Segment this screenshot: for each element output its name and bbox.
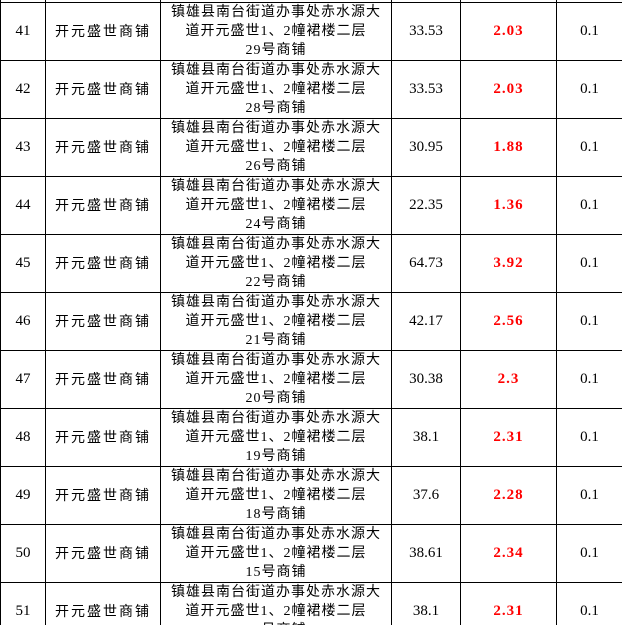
- table-row: 42 开元盛世商铺 镇雄县南台街道办事处赤水源大 道开元盛世1、2幢裙楼二层 2…: [0, 59, 622, 119]
- shop-name-cell: 开元盛世商铺: [45, 175, 161, 235]
- value-cell: 2.3: [460, 349, 557, 409]
- address-cell: 镇雄县南台街道办事处赤水源大 道开元盛世1、2幢裙楼二层 29号商铺: [160, 1, 392, 61]
- table-row: 45 开元盛世商铺 镇雄县南台街道办事处赤水源大 道开元盛世1、2幢裙楼二层 2…: [0, 233, 622, 293]
- table-row: 51 开元盛世商铺 镇雄县南台街道办事处赤水源大 道开元盛世1、2幢裙楼二层 1…: [0, 581, 622, 625]
- shop-name-cell: 开元盛世商铺: [45, 233, 161, 293]
- address-cell: 镇雄县南台街道办事处赤水源大 道开元盛世1、2幢裙楼二层 24号商铺: [160, 175, 392, 235]
- rate-cell: 0.1: [556, 117, 622, 177]
- rate-cell: 0.1: [556, 349, 622, 409]
- address-cell: 镇雄县南台街道办事处赤水源大 道开元盛世1、2幢裙楼二层 22号商铺: [160, 233, 392, 293]
- area-cell: 22.35: [391, 175, 461, 235]
- shop-name-cell: 开元盛世商铺: [45, 59, 161, 119]
- address-cell: 镇雄县南台街道办事处赤水源大 道开元盛世1、2幢裙楼二层 28号商铺: [160, 59, 392, 119]
- address-cell: 镇雄县南台街道办事处赤水源大 道开元盛世1、2幢裙楼二层 26号商铺: [160, 117, 392, 177]
- area-cell: 38.1: [391, 407, 461, 467]
- table-row: 41 开元盛世商铺 镇雄县南台街道办事处赤水源大 道开元盛世1、2幢裙楼二层 2…: [0, 1, 622, 61]
- area-cell: 42.17: [391, 291, 461, 351]
- value-cell: 2.03: [460, 59, 557, 119]
- serial-cell: 48: [0, 407, 46, 467]
- shop-name-cell: 开元盛世商铺: [45, 1, 161, 61]
- table-row: 50 开元盛世商铺 镇雄县南台街道办事处赤水源大 道开元盛世1、2幢裙楼二层 1…: [0, 523, 622, 583]
- rate-cell: 0.1: [556, 175, 622, 235]
- serial-cell: 45: [0, 233, 46, 293]
- value-cell: 2.34: [460, 523, 557, 583]
- value-cell: 2.03: [460, 1, 557, 61]
- serial-cell: 43: [0, 117, 46, 177]
- address-cell: 镇雄县南台街道办事处赤水源大 道开元盛世1、2幢裙楼二层 12号商铺: [160, 581, 392, 625]
- rate-cell: 0.1: [556, 581, 622, 625]
- table-row: 44 开元盛世商铺 镇雄县南台街道办事处赤水源大 道开元盛世1、2幢裙楼二层 2…: [0, 175, 622, 235]
- value-cell: 2.56: [460, 291, 557, 351]
- shop-name-cell: 开元盛世商铺: [45, 117, 161, 177]
- shop-name-cell: 开元盛世商铺: [45, 465, 161, 525]
- value-cell: 3.92: [460, 233, 557, 293]
- value-cell: 2.31: [460, 407, 557, 467]
- table-row: 46 开元盛世商铺 镇雄县南台街道办事处赤水源大 道开元盛世1、2幢裙楼二层 2…: [0, 291, 622, 351]
- area-cell: 38.61: [391, 523, 461, 583]
- address-cell: 镇雄县南台街道办事处赤水源大 道开元盛世1、2幢裙楼二层 20号商铺: [160, 349, 392, 409]
- area-cell: 30.38: [391, 349, 461, 409]
- rate-cell: 0.1: [556, 291, 622, 351]
- shop-name-cell: 开元盛世商铺: [45, 581, 161, 625]
- value-cell: 2.28: [460, 465, 557, 525]
- shop-name-cell: 开元盛世商铺: [45, 523, 161, 583]
- serial-cell: 41: [0, 1, 46, 61]
- shop-name-cell: 开元盛世商铺: [45, 291, 161, 351]
- serial-cell: 49: [0, 465, 46, 525]
- value-cell: 1.36: [460, 175, 557, 235]
- table-row: 49 开元盛世商铺 镇雄县南台街道办事处赤水源大 道开元盛世1、2幢裙楼二层 1…: [0, 465, 622, 525]
- value-cell: 2.31: [460, 581, 557, 625]
- area-cell: 64.73: [391, 233, 461, 293]
- shop-name-cell: 开元盛世商铺: [45, 349, 161, 409]
- address-cell: 镇雄县南台街道办事处赤水源大 道开元盛世1、2幢裙楼二层 15号商铺: [160, 523, 392, 583]
- serial-cell: 50: [0, 523, 46, 583]
- table-row: 43 开元盛世商铺 镇雄县南台街道办事处赤水源大 道开元盛世1、2幢裙楼二层 2…: [0, 117, 622, 177]
- address-cell: 镇雄县南台街道办事处赤水源大 道开元盛世1、2幢裙楼二层 19号商铺: [160, 407, 392, 467]
- area-cell: 33.53: [391, 1, 461, 61]
- rate-cell: 0.1: [556, 465, 622, 525]
- area-cell: 30.95: [391, 117, 461, 177]
- rate-cell: 0.1: [556, 407, 622, 467]
- serial-cell: 44: [0, 175, 46, 235]
- area-cell: 37.6: [391, 465, 461, 525]
- address-cell: 镇雄县南台街道办事处赤水源大 道开元盛世1、2幢裙楼二层 21号商铺: [160, 291, 392, 351]
- serial-cell: 47: [0, 349, 46, 409]
- value-cell: 1.88: [460, 117, 557, 177]
- shop-name-cell: 开元盛世商铺: [45, 407, 161, 467]
- serial-cell: 51: [0, 581, 46, 625]
- rate-cell: 0.1: [556, 523, 622, 583]
- rate-cell: 0.1: [556, 1, 622, 61]
- address-cell: 镇雄县南台街道办事处赤水源大 道开元盛世1、2幢裙楼二层 18号商铺: [160, 465, 392, 525]
- serial-cell: 42: [0, 59, 46, 119]
- area-cell: 38.1: [391, 581, 461, 625]
- table-row: 47 开元盛世商铺 镇雄县南台街道办事处赤水源大 道开元盛世1、2幢裙楼二层 2…: [0, 349, 622, 409]
- rate-cell: 0.1: [556, 59, 622, 119]
- area-cell: 33.53: [391, 59, 461, 119]
- serial-cell: 46: [0, 291, 46, 351]
- table-row: 48 开元盛世商铺 镇雄县南台街道办事处赤水源大 道开元盛世1、2幢裙楼二层 1…: [0, 407, 622, 467]
- rate-cell: 0.1: [556, 233, 622, 293]
